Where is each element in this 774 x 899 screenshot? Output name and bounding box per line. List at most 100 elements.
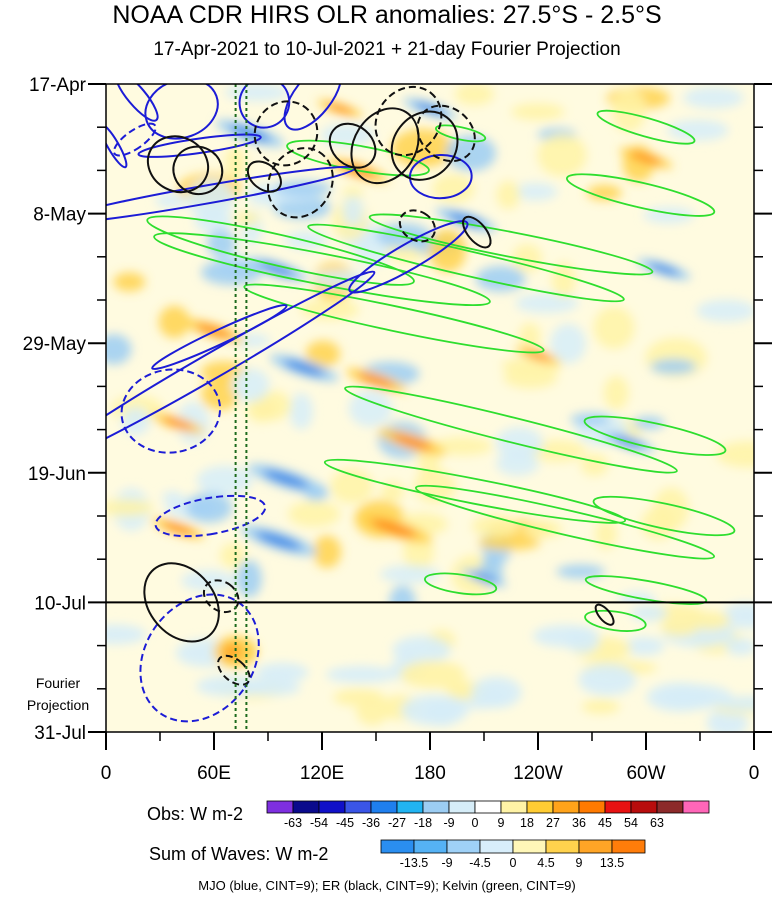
field-streak-core — [161, 417, 195, 430]
mjo-contour — [283, 84, 343, 131]
field-streak-core — [629, 151, 663, 165]
field-patch — [219, 543, 246, 569]
wave-contours — [106, 84, 736, 732]
waves-colorbar-level-label: -9 — [441, 856, 452, 870]
waves-colorbar-swatch — [479, 839, 514, 854]
x-tick-label: 0 — [101, 763, 112, 784]
field-patch — [667, 119, 729, 141]
waves-colorbar-level-label: -13.5 — [400, 856, 429, 870]
kelvin-contour — [368, 213, 654, 276]
waves-colorbar-swatch — [545, 839, 580, 854]
obs-colorbar-swatch — [500, 800, 528, 814]
field-patch — [106, 334, 132, 365]
field-patch — [683, 86, 744, 109]
field-streak-core — [258, 262, 296, 277]
obs-colorbar-level-label: 63 — [650, 816, 664, 830]
field-patch — [380, 481, 405, 502]
kelvin-contour — [323, 458, 627, 524]
kelvin-contour — [344, 385, 678, 474]
x-tick-label: 0 — [749, 763, 760, 784]
field-streak-core — [283, 359, 325, 376]
field-patch — [586, 184, 622, 201]
obs-colorbar-swatch — [448, 800, 476, 814]
obs-colorbar-level-label: -45 — [336, 816, 354, 830]
kelvin-contour — [243, 283, 545, 354]
field-patch — [445, 135, 496, 172]
field-patch — [556, 564, 606, 579]
kelvin-contour — [307, 223, 625, 303]
field-streak-core — [447, 212, 485, 227]
field-patch — [224, 84, 289, 102]
field-patch — [348, 389, 393, 427]
forecast-patch — [255, 662, 309, 683]
field-streak-core — [255, 531, 302, 550]
obs-colorbar-swatch — [292, 800, 320, 814]
field-streak-core — [391, 434, 433, 450]
field-patch — [433, 436, 493, 456]
field-patch — [181, 570, 236, 592]
er-contour-dashed — [398, 209, 436, 243]
field-patch — [113, 272, 146, 292]
field-patch — [537, 133, 587, 177]
field-patch — [236, 559, 262, 598]
obs-colorbar-level-label: 36 — [572, 816, 586, 830]
kelvin-contour — [414, 484, 716, 560]
x-tick-label: 120W — [513, 763, 563, 784]
waves-colorbar-swatch — [446, 839, 481, 854]
field-patch — [593, 306, 635, 350]
er-contour-dashed — [416, 104, 476, 163]
waves-colorbar-level-label: -4.5 — [469, 856, 491, 870]
er-contour-dashed — [267, 147, 334, 219]
forecast-patch — [392, 636, 451, 664]
obs-colorbar-level-label: 18 — [520, 816, 534, 830]
anomaly-blobs — [106, 84, 754, 618]
waves-colorbar-label: Sum of Waves: W m-2 — [149, 844, 329, 864]
obs-colorbar-swatch — [656, 800, 684, 814]
field-patch — [161, 491, 183, 504]
field-patch — [611, 88, 647, 133]
obs-colorbar-level-label: 45 — [598, 816, 612, 830]
field-patch — [305, 340, 341, 368]
kelvin-contour — [565, 173, 716, 217]
field-patch — [696, 299, 754, 322]
waves-colorbar-level-label: 9 — [576, 856, 583, 870]
forecast-patch — [565, 628, 600, 654]
kelvin-contour — [596, 109, 696, 145]
x-tick-label: 180 — [414, 763, 446, 784]
waves-colorbar-swatch — [380, 839, 415, 854]
obs-colorbar-swatch — [552, 800, 580, 814]
obs-colorbar-swatch — [630, 800, 658, 814]
er-contour — [390, 110, 459, 181]
field-patch — [273, 180, 332, 197]
obs-colorbar-swatch — [266, 800, 294, 814]
field-streak-core — [357, 373, 395, 388]
field-patch — [342, 195, 364, 226]
waves-colorbar-swatch — [578, 839, 613, 854]
olr-anomaly-field — [106, 84, 754, 732]
mjo-contour — [151, 304, 288, 370]
field-patch — [478, 535, 541, 551]
obs-colorbar-level-label: -36 — [362, 816, 380, 830]
obs-colorbar-level-label: -54 — [310, 816, 328, 830]
projection-label-line1: Fourier — [36, 675, 81, 691]
field-patch — [231, 368, 270, 403]
mjo-contour — [144, 84, 219, 140]
er-contour — [143, 562, 220, 643]
field-patch — [342, 186, 364, 200]
er-contour-dashed — [374, 85, 443, 157]
x-tick-label: 60W — [626, 763, 665, 784]
er-contour — [594, 603, 615, 626]
waves-colorbar-level-label: 0 — [510, 856, 517, 870]
waves-colorbar-swatch — [512, 839, 547, 854]
obs-colorbar-level-label: -63 — [284, 816, 302, 830]
colorbars: -63 -54 -45 -36 -27 -18 -9 0 9 18 27 36 45 54 63-13.5-… — [266, 800, 710, 870]
x-tick-label: 120E — [300, 763, 344, 784]
mjo-contour — [238, 84, 291, 129]
waves-colorbar-swatch — [413, 839, 448, 854]
waves-colorbar-level-label: 13.5 — [600, 856, 624, 870]
field-patch — [496, 180, 521, 210]
field-patch — [512, 182, 558, 201]
obs-colorbar-swatch — [318, 800, 346, 814]
forecast-patch — [471, 676, 522, 709]
forecast-patch — [722, 602, 754, 629]
